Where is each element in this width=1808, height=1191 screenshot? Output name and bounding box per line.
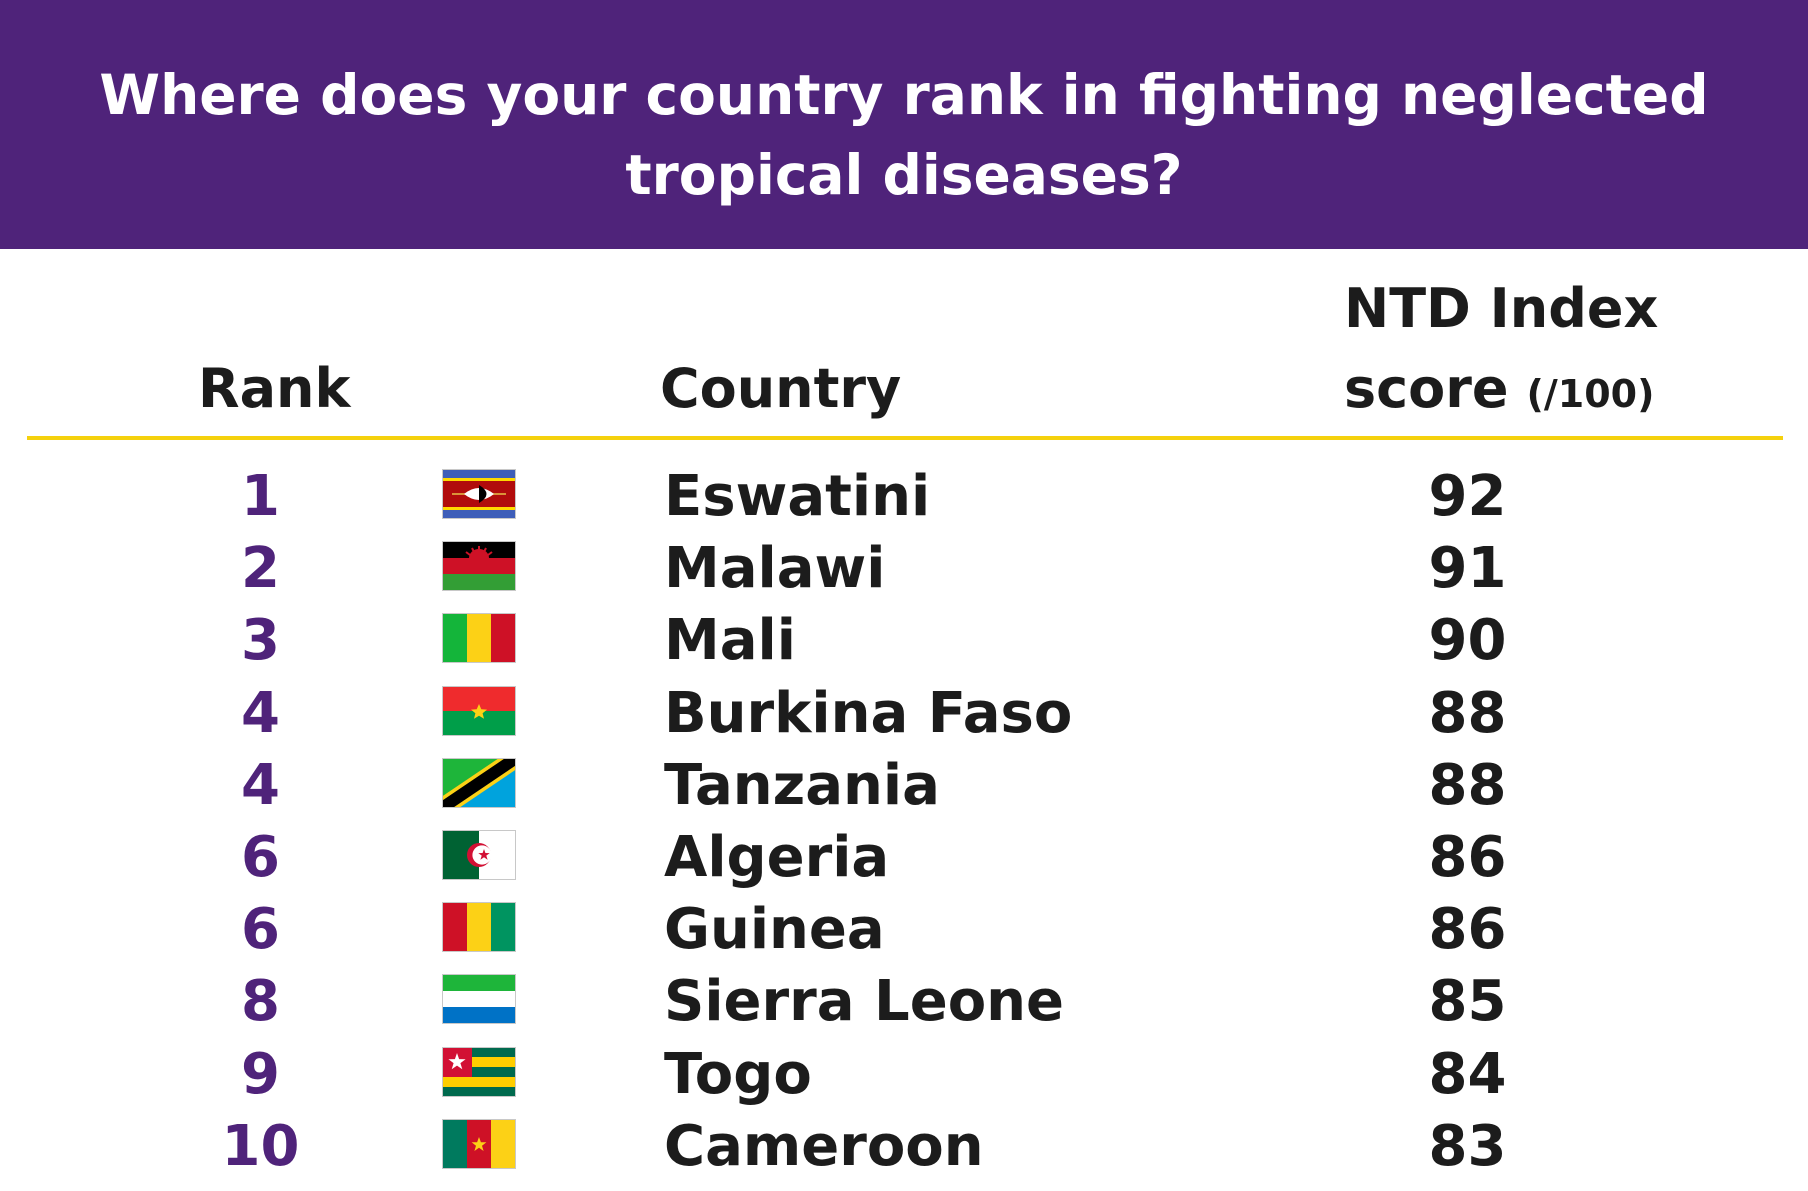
rank-value: 6: [241, 897, 280, 963]
rank-value: 1: [241, 464, 280, 529]
table-row: 6 Algeria 86: [0, 822, 1808, 894]
country-name: Guinea: [664, 897, 885, 963]
score-value: 92: [1428, 464, 1507, 529]
country-name: Tanzania: [664, 752, 940, 818]
header-divider: [27, 436, 1783, 440]
score-value: 91: [1428, 536, 1507, 602]
title-banner: Where does your country rank in fighting…: [0, 0, 1808, 249]
table-row: 2 Malawi 91: [0, 533, 1808, 605]
rank-value: 10: [221, 1113, 300, 1179]
country-name: Sierra Leone: [664, 969, 1065, 1035]
score-column-header-line-2: score (/100): [1344, 362, 1654, 416]
score-value: 88: [1428, 752, 1507, 818]
rank-value: 2: [241, 536, 280, 602]
togo-flag-icon: [442, 1046, 516, 1097]
country-name: Malawi: [664, 536, 886, 602]
table-row: 4 Tanzania 88: [0, 750, 1808, 822]
mali-flag-icon: [442, 613, 516, 664]
country-name: Algeria: [664, 825, 890, 890]
score-value: 86: [1428, 825, 1507, 890]
title-line-2: tropical diseases?: [625, 143, 1183, 207]
sierra-leone-flag-icon: [442, 974, 516, 1025]
table-row: 3 Mali 90: [0, 605, 1808, 677]
rank-value: 8: [241, 969, 280, 1035]
rank-column-header: Rank: [198, 357, 351, 420]
country-name: Eswatini: [664, 464, 931, 529]
country-column-header: Country: [660, 357, 902, 420]
score-column-header-word: score: [1344, 357, 1509, 420]
rank-value: 4: [241, 752, 280, 818]
eswatini-flag-icon: [442, 469, 516, 519]
cameroon-flag-icon: [442, 1118, 516, 1169]
score-value: 88: [1428, 680, 1507, 746]
algeria-flag-icon: [442, 830, 516, 880]
rank-value: 6: [241, 825, 280, 890]
score-column-header-line-1: NTD Index: [1344, 277, 1659, 340]
score-value: 84: [1428, 1041, 1507, 1107]
table-row: 10 Cameroon 83: [0, 1111, 1808, 1183]
score-value: 86: [1428, 897, 1507, 963]
score-value: 85: [1428, 969, 1507, 1035]
rank-value: 9: [241, 1041, 280, 1107]
rank-value: 3: [241, 608, 280, 674]
guinea-flag-icon: [442, 902, 516, 953]
table-row: 4 Burkina Faso 88: [0, 678, 1808, 750]
country-name: Mali: [664, 608, 796, 674]
table-row: 6 Guinea 86: [0, 894, 1808, 966]
table-row: 8 Sierra Leone 85: [0, 966, 1808, 1038]
score-value: 90: [1428, 608, 1507, 674]
table-row: 9 Togo 84: [0, 1039, 1808, 1111]
country-name: Togo: [664, 1041, 812, 1107]
score-unit-label: (/100): [1526, 372, 1655, 416]
rank-value: 4: [241, 680, 280, 746]
score-value: 83: [1428, 1113, 1507, 1179]
country-name: Burkina Faso: [664, 680, 1073, 746]
country-name: Cameroon: [664, 1113, 984, 1179]
tanzania-flag-icon: [442, 757, 516, 808]
title-line-1: Where does your country rank in fighting…: [99, 63, 1709, 127]
burkina-faso-flag-icon: [442, 685, 516, 736]
page-title: Where does your country rank in fighting…: [0, 55, 1808, 215]
table-row: 1 Eswatini 92: [0, 461, 1808, 533]
malawi-flag-icon: [442, 541, 516, 592]
